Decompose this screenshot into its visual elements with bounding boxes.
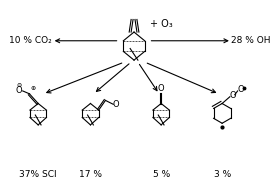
Text: O: O bbox=[229, 91, 236, 100]
Text: 37% SCI: 37% SCI bbox=[19, 170, 57, 179]
Text: ⊕: ⊕ bbox=[31, 87, 36, 91]
Text: 10 % CO₂: 10 % CO₂ bbox=[9, 36, 52, 45]
Text: + O₃: + O₃ bbox=[150, 19, 172, 29]
Text: O: O bbox=[237, 85, 244, 94]
Text: ⊖: ⊖ bbox=[16, 83, 21, 88]
Text: 5 %: 5 % bbox=[153, 170, 170, 179]
Text: 17 %: 17 % bbox=[79, 170, 102, 179]
Text: 3 %: 3 % bbox=[213, 170, 231, 179]
Text: O: O bbox=[15, 86, 22, 95]
Text: 28 % OH: 28 % OH bbox=[232, 36, 271, 45]
Text: O: O bbox=[158, 84, 164, 94]
Text: O: O bbox=[113, 100, 119, 109]
